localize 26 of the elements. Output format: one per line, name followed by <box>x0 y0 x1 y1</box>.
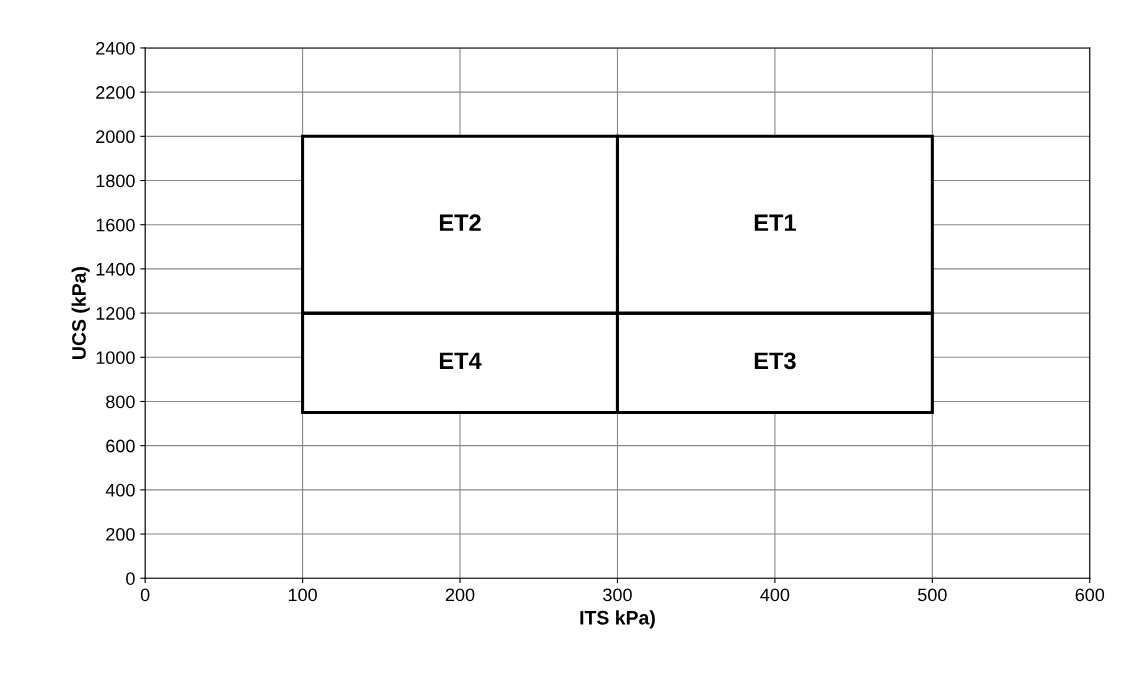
x-axis-title: ITS kPa) <box>580 610 655 629</box>
y-tick-label: 2200 <box>96 86 135 99</box>
y-tick-label: 1400 <box>96 262 135 276</box>
x-tick-label: 600 <box>1075 588 1105 602</box>
y-tick-label: 400 <box>105 483 135 497</box>
y-tick-label: 1600 <box>96 218 135 232</box>
x-tick-label: 0 <box>140 588 150 602</box>
annotation: ET2 <box>439 214 481 231</box>
x-tick-label: 100 <box>288 588 317 602</box>
y-tick-label: 1200 <box>96 307 135 320</box>
x-tick-label: 300 <box>603 588 632 602</box>
y-tick-label: 1000 <box>96 351 135 365</box>
y-tick-label: 1800 <box>96 174 135 188</box>
y-tick-label: 2000 <box>96 130 135 144</box>
y-tick-label: 2400 <box>96 41 135 55</box>
y-axis-title: UCS (kPa) <box>71 267 90 359</box>
annotation: ET3 <box>754 352 796 370</box>
y-tick-label: 600 <box>106 439 135 453</box>
x-tick-label: 400 <box>760 588 790 602</box>
y-tick-label: 0 <box>126 572 135 585</box>
annotation: ET4 <box>439 352 482 369</box>
y-tick-label: 800 <box>106 395 135 409</box>
x-tick-label: 500 <box>918 588 947 602</box>
x-tick-label: 200 <box>445 588 475 602</box>
y-tick-label: 200 <box>106 527 135 541</box>
annotation: ET1 <box>754 214 796 231</box>
